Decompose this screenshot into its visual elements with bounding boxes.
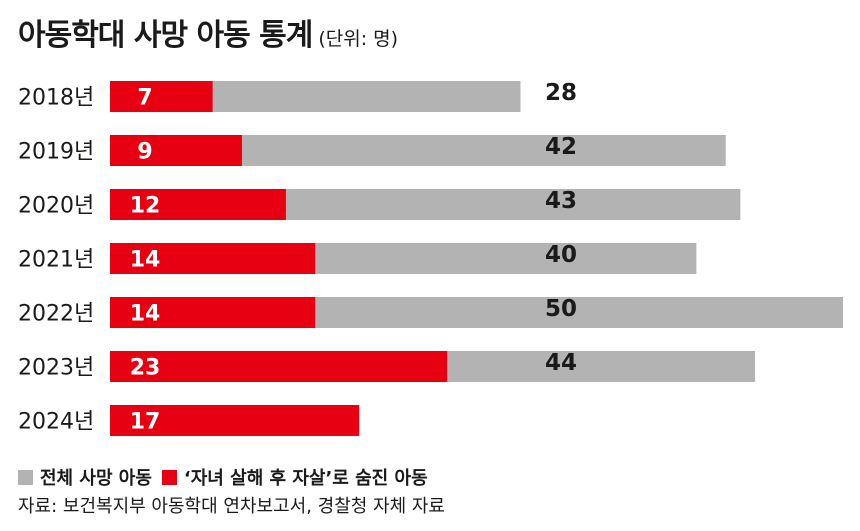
data-label-total: 44: [545, 350, 577, 376]
chart-title: 아동학대 사망 아동 통계 (단위: 명): [18, 10, 398, 54]
category-label: 2022년: [18, 302, 94, 327]
data-label-murder-suicide: 17: [130, 410, 161, 435]
data-label-murder-suicide: 12: [130, 194, 161, 219]
category-label: 2023년: [18, 356, 94, 381]
data-label-total: 40: [545, 242, 577, 268]
data-label-total: 43: [545, 188, 577, 214]
bar-murder-suicide: [110, 243, 316, 274]
category-label: 2018년: [18, 86, 94, 111]
data-label-murder-suicide: 14: [130, 248, 161, 273]
legend-swatch-murder-suicide: [161, 469, 177, 485]
data-label-murder-suicide: 23: [130, 356, 161, 381]
bar-murder-suicide: [110, 405, 360, 436]
data-label-murder-suicide: 9: [137, 140, 152, 165]
data-label-total: 42: [545, 134, 577, 160]
bar-murder-suicide: [110, 135, 242, 166]
source-note: 자료: 보건복지부 아동학대 연차보고서, 경찰청 자체 자료: [18, 496, 445, 517]
legend: 전체 사망 아동 ‘자녀 살해 후 자살’로 숨진 아동: [18, 464, 438, 490]
category-label: 2021년: [18, 248, 94, 273]
unit-label: (단위: 명): [318, 28, 399, 50]
data-label-total: 28: [545, 80, 577, 106]
data-label-murder-suicide: 14: [130, 302, 161, 327]
legend-label-total: 전체 사망 아동: [40, 468, 152, 489]
legend-item-total: 전체 사망 아동: [18, 464, 152, 490]
bar-murder-suicide: [110, 81, 213, 112]
data-label-total: 50: [545, 296, 577, 322]
category-label: 2019년: [18, 140, 94, 165]
legend-swatch-total: [18, 469, 33, 485]
legend-label-murder-suicide: ‘자녀 살해 후 자살’로 숨진 아동: [183, 468, 428, 489]
category-label: 2020년: [18, 194, 94, 219]
bar-murder-suicide: [110, 297, 316, 328]
bar-murder-suicide: [110, 189, 286, 220]
legend-item-murder-suicide: ‘자녀 살해 후 자살’로 숨진 아동: [161, 464, 428, 490]
data-label-murder-suicide: 7: [137, 86, 152, 111]
chart-title-text: 아동학대 사망 아동 통계: [18, 18, 313, 53]
category-label: 2024년: [18, 410, 94, 435]
bar-murder-suicide: [110, 351, 448, 382]
